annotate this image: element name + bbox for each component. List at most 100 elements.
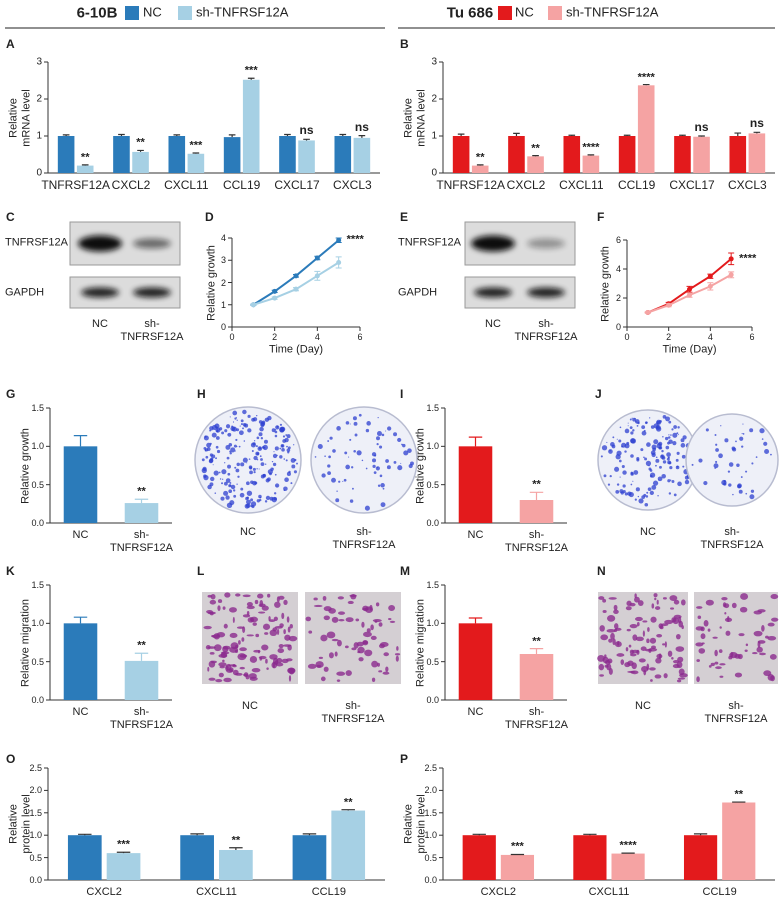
colony — [741, 445, 744, 448]
colony — [672, 441, 677, 446]
y-axis-label: Relative growth — [414, 427, 427, 504]
colony — [614, 466, 620, 472]
migrated-cell — [372, 619, 382, 623]
colony — [327, 440, 330, 442]
bar — [292, 835, 327, 880]
point — [293, 273, 299, 279]
colony — [655, 464, 657, 467]
colony — [264, 500, 268, 503]
colony — [662, 414, 667, 419]
colony — [715, 448, 719, 452]
colony — [356, 450, 362, 456]
colony — [256, 436, 260, 440]
colony — [345, 464, 350, 470]
migrated-cell — [288, 635, 298, 642]
panel-letter: E — [400, 210, 409, 225]
colony — [379, 445, 383, 449]
migrated-cell — [356, 641, 364, 647]
colony — [328, 455, 331, 459]
migrated-cell — [246, 611, 250, 616]
colony — [750, 489, 755, 493]
migrated-cell — [739, 606, 748, 613]
migrated-cell — [613, 604, 618, 611]
significance: ** — [475, 151, 485, 164]
migrated-cell — [734, 653, 741, 659]
significance: ** — [343, 796, 353, 809]
colony — [349, 438, 352, 441]
colony — [364, 505, 370, 511]
point — [687, 286, 692, 292]
colony — [643, 456, 645, 459]
error-bar — [529, 648, 544, 654]
y-tick-label: 1.5 — [426, 402, 439, 413]
significance: ** — [231, 834, 241, 847]
colony — [714, 434, 717, 437]
colony — [366, 421, 371, 426]
colony — [629, 426, 633, 430]
colony — [655, 456, 658, 459]
colony — [240, 419, 244, 423]
error-bar — [134, 498, 149, 504]
x-tick-label: 2 — [666, 331, 672, 342]
y-axis-label: Relative protein level — [7, 794, 32, 854]
bar — [180, 835, 214, 880]
colony — [380, 502, 386, 508]
migrated-cell — [608, 638, 613, 643]
colony — [745, 470, 748, 473]
colony — [616, 450, 622, 456]
colony — [759, 428, 765, 434]
error-bar — [583, 833, 597, 836]
migrated-cell — [269, 654, 278, 660]
y-tick-label: 1 — [36, 130, 42, 142]
y-tick-label: 6 — [615, 234, 621, 245]
y-tick-label: 0.5 — [424, 852, 437, 863]
blot-row-label: GAPDH — [5, 286, 45, 299]
migrated-cell — [274, 601, 281, 608]
colony — [244, 503, 250, 509]
colony — [637, 495, 640, 498]
migrated-cell — [394, 653, 401, 656]
blot-band — [133, 287, 171, 298]
colony — [236, 462, 240, 467]
significance: **** — [582, 141, 600, 154]
migrated-cell — [257, 649, 261, 654]
y-tick-label: 1.0 — [31, 441, 44, 452]
colony — [645, 495, 649, 498]
lane-label: sh-TNFRSF12A — [704, 700, 768, 725]
legend-label: NC — [515, 4, 534, 20]
migrated-cell — [318, 656, 324, 659]
migrated-cell — [370, 635, 377, 641]
colony — [621, 464, 625, 469]
point — [272, 295, 278, 301]
colony — [338, 480, 341, 483]
colony — [215, 445, 219, 449]
colony — [260, 462, 265, 467]
colony — [271, 460, 274, 463]
migrated-cell — [242, 594, 251, 598]
colony — [212, 464, 214, 466]
lane-label: NC — [640, 526, 656, 538]
bar — [458, 446, 493, 523]
migrated-cell — [724, 617, 733, 622]
migrated-cell — [647, 627, 650, 632]
colony — [256, 458, 259, 461]
migrated-cell — [650, 679, 653, 682]
migrated-cell — [620, 659, 625, 666]
colony — [673, 425, 677, 429]
migrated-cell — [614, 623, 619, 630]
colony — [377, 417, 379, 419]
migrated-cell — [219, 665, 226, 669]
colony — [376, 436, 380, 441]
migrated-cell — [246, 634, 254, 637]
colony — [238, 445, 241, 448]
y-tick-label: 2 — [615, 292, 621, 303]
migrated-cell — [630, 670, 639, 675]
migrated-cell — [641, 665, 649, 673]
migrated-cell — [375, 602, 380, 607]
colony — [379, 474, 383, 478]
error-bar — [532, 155, 539, 157]
colony — [403, 450, 409, 456]
migrated-cell — [264, 632, 269, 635]
colony — [242, 422, 247, 427]
x-tick-label: sh-TNFRSF12A — [110, 529, 173, 554]
